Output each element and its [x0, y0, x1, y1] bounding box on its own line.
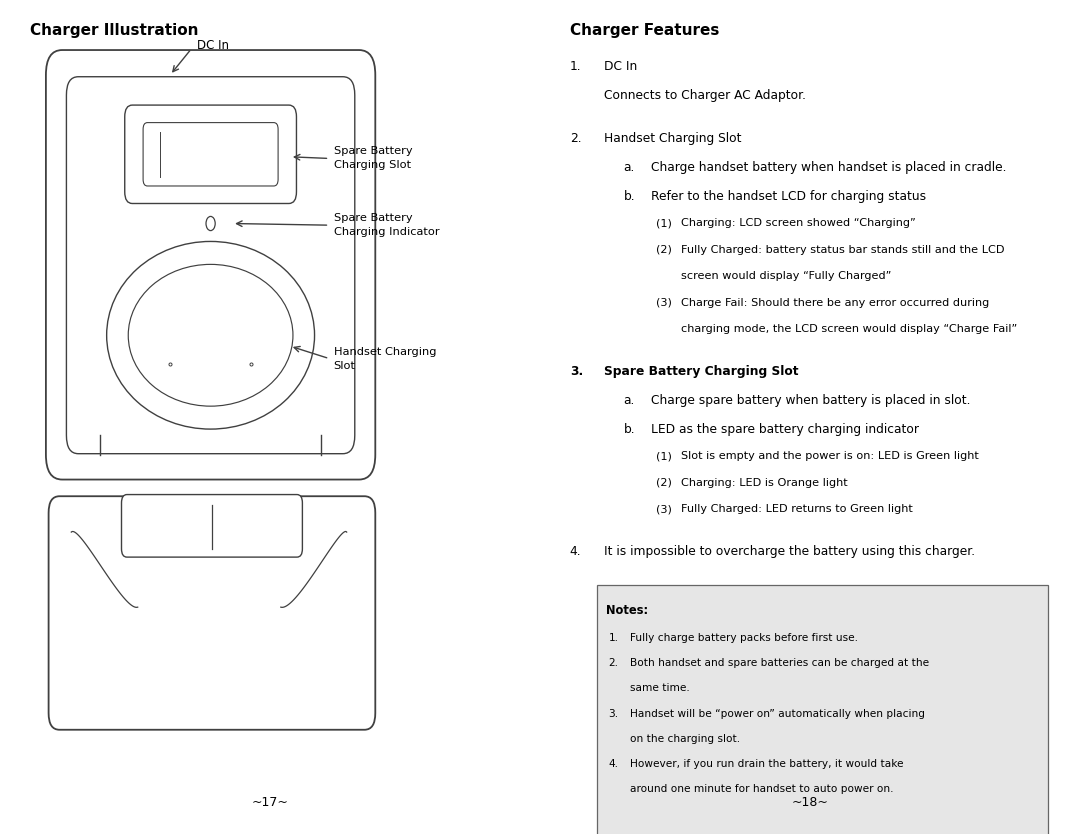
Text: on the charging slot.: on the charging slot. — [631, 734, 740, 744]
Text: 1.: 1. — [609, 632, 619, 642]
Text: same time.: same time. — [631, 683, 690, 693]
Text: a.: a. — [624, 161, 635, 173]
Text: 2.: 2. — [570, 132, 581, 145]
Text: Spare Battery
Charging Indicator: Spare Battery Charging Indicator — [334, 214, 440, 237]
FancyBboxPatch shape — [67, 77, 354, 454]
Text: Fully charge battery packs before first use.: Fully charge battery packs before first … — [631, 632, 859, 642]
Text: Charging: LCD screen showed “Charging”: Charging: LCD screen showed “Charging” — [681, 219, 916, 229]
Text: Charge handset battery when handset is placed in cradle.: Charge handset battery when handset is p… — [650, 161, 1007, 173]
FancyBboxPatch shape — [45, 50, 376, 480]
Text: 1.: 1. — [570, 60, 581, 73]
Text: b.: b. — [624, 189, 635, 203]
Text: screen would display “Fully Charged”: screen would display “Fully Charged” — [681, 271, 892, 281]
Ellipse shape — [107, 241, 314, 429]
Text: Charge Fail: Should there be any error occurred during: Charge Fail: Should there be any error o… — [681, 298, 989, 308]
Text: ~17~: ~17~ — [252, 796, 288, 809]
Text: (2): (2) — [657, 244, 672, 254]
Text: 3.: 3. — [570, 365, 583, 378]
Text: b.: b. — [624, 423, 635, 435]
Text: Connects to Charger AC Adaptor.: Connects to Charger AC Adaptor. — [604, 89, 806, 102]
Text: Fully Charged: battery status bar stands still and the LCD: Fully Charged: battery status bar stands… — [681, 244, 1005, 254]
Text: 4.: 4. — [609, 759, 619, 769]
Text: Charging: LED is Orange light: Charging: LED is Orange light — [681, 478, 848, 488]
Text: Charge spare battery when battery is placed in slot.: Charge spare battery when battery is pla… — [650, 394, 970, 407]
Ellipse shape — [129, 264, 293, 406]
FancyBboxPatch shape — [125, 105, 296, 203]
Text: Spare Battery
Charging Slot: Spare Battery Charging Slot — [334, 147, 413, 170]
Text: DC In: DC In — [197, 38, 229, 52]
Text: LED as the spare battery charging indicator: LED as the spare battery charging indica… — [650, 423, 919, 435]
Text: 3.: 3. — [609, 709, 619, 719]
Text: a.: a. — [624, 394, 635, 407]
FancyBboxPatch shape — [49, 496, 376, 730]
Text: Slot is empty and the power is on: LED is Green light: Slot is empty and the power is on: LED i… — [681, 451, 980, 461]
Text: Fully Charged: LED returns to Green light: Fully Charged: LED returns to Green ligh… — [681, 505, 914, 515]
Text: Notes:: Notes: — [607, 604, 649, 617]
Text: Spare Battery Charging Slot: Spare Battery Charging Slot — [604, 365, 798, 378]
Text: 4.: 4. — [570, 545, 581, 558]
Text: It is impossible to overcharge the battery using this charger.: It is impossible to overcharge the batte… — [604, 545, 975, 558]
Text: (3): (3) — [657, 505, 672, 515]
Text: ~18~: ~18~ — [792, 796, 828, 809]
Text: Both handset and spare batteries can be charged at the: Both handset and spare batteries can be … — [631, 658, 929, 668]
Text: Handset Charging Slot: Handset Charging Slot — [604, 132, 741, 145]
Text: Handset Charging
Slot: Handset Charging Slot — [334, 347, 436, 370]
Text: Charger Illustration: Charger Illustration — [30, 23, 199, 38]
Text: (2): (2) — [657, 478, 672, 488]
Text: charging mode, the LCD screen would display “Charge Fail”: charging mode, the LCD screen would disp… — [681, 324, 1017, 334]
Text: (1): (1) — [657, 219, 672, 229]
Text: Charger Features: Charger Features — [570, 23, 719, 38]
Text: Handset will be “power on” automatically when placing: Handset will be “power on” automatically… — [631, 709, 926, 719]
Text: DC In: DC In — [604, 60, 637, 73]
FancyBboxPatch shape — [121, 495, 302, 557]
FancyBboxPatch shape — [597, 585, 1048, 834]
Text: 2.: 2. — [609, 658, 619, 668]
FancyBboxPatch shape — [144, 123, 279, 186]
Text: around one minute for handset to auto power on.: around one minute for handset to auto po… — [631, 785, 893, 795]
Text: Refer to the handset LCD for charging status: Refer to the handset LCD for charging st… — [650, 189, 926, 203]
Text: (3): (3) — [657, 298, 672, 308]
Text: However, if you run drain the battery, it would take: However, if you run drain the battery, i… — [631, 759, 904, 769]
Text: (1): (1) — [657, 451, 672, 461]
